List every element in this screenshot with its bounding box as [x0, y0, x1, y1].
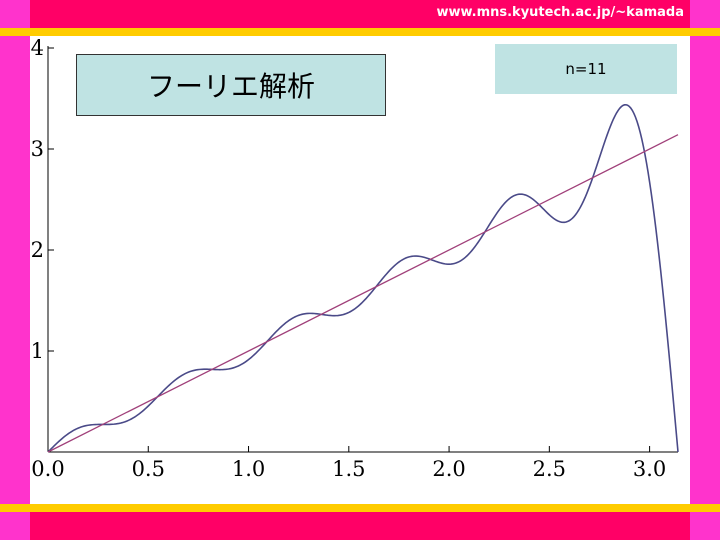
header-stripe: [0, 28, 720, 36]
footer-stripe: [0, 504, 720, 512]
y-tick-label: 3: [31, 137, 44, 161]
x-tick-label: 2.5: [533, 457, 566, 481]
x-tick-label: 3.0: [633, 457, 666, 481]
header-url: www.mns.kyutech.ac.jp/~kamada: [436, 5, 684, 20]
target-function-line: [47, 134, 679, 453]
x-tick-label: 0.0: [31, 457, 64, 481]
footer-band: [30, 512, 690, 540]
x-tick-label: 0.5: [132, 457, 165, 481]
chart-series: [47, 103, 679, 453]
header-band: www.mns.kyutech.ac.jp/~kamada: [30, 0, 690, 28]
term-count-label: n=11: [495, 44, 677, 94]
x-tick-label: 1.0: [232, 457, 265, 481]
chart-ticks: 0.0 0.5 1.0 1.5 2.0 2.5 3.0 1 2 3 4: [31, 36, 667, 481]
right-side-bar: [690, 0, 720, 540]
y-tick-label: 2: [31, 238, 44, 262]
fourier-chart: 0.0 0.5 1.0 1.5 2.0 2.5 3.0 1 2 3 4: [31, 36, 679, 481]
y-tick-label: 4: [31, 36, 44, 60]
fourier-series-line: [47, 103, 679, 453]
left-side-bar: [0, 0, 30, 540]
slide-title: フーリエ解析: [76, 54, 386, 116]
x-tick-label: 1.5: [332, 457, 365, 481]
y-tick-label: 1: [31, 339, 44, 363]
chart-axes: [47, 46, 678, 453]
x-tick-label: 2.0: [432, 457, 465, 481]
